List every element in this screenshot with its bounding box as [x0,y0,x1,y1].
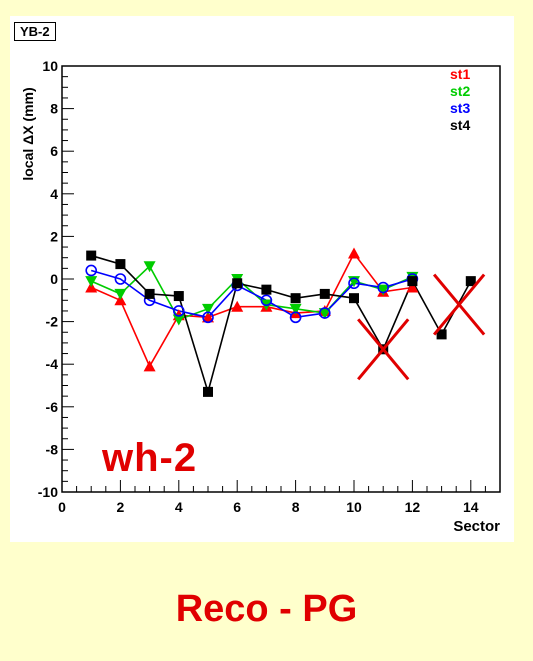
data-point-st2 [143,261,156,273]
slide-caption: Reco - PG [175,588,358,630]
x-tick-label: 14 [463,499,479,515]
data-point-st4 [261,284,272,295]
plot-panel: -10 -8 -6 -4 -2 0 2 4 6 8 10 0 2 4 6 8 10 12 14 YB-2 local… [10,16,514,542]
y-tick-label: -2 [46,314,59,330]
data-point-st2 [85,276,98,288]
data-point-st1 [231,300,244,312]
data-point-st2 [289,303,302,315]
chart-svg: -10 -8 -6 -4 -2 0 2 4 6 8 10 0 2 4 6 8 10 12 14 [38,58,501,515]
data-point-st4 [203,386,213,397]
data-point-st2 [377,284,390,296]
data-point-st1 [348,247,360,259]
x-tick-label: 12 [405,499,421,515]
legend-entry-st2: st2 [450,83,471,99]
x-tick-label: 10 [346,499,362,515]
data-point-st2 [172,314,185,326]
y-tick-label: 4 [50,186,58,202]
y-axis-label: local ΔX (mm) [20,87,36,181]
data-point-st3 [173,305,185,317]
data-point-st4 [173,291,184,302]
y-tick-label: 2 [50,228,58,244]
x-axis-label: Sector [453,518,500,535]
data-point-st4 [144,288,155,299]
x-tick-label: 4 [175,499,183,515]
data-point-st4 [349,293,359,304]
y-tick-label: 0 [50,271,58,287]
legend-entry-st1: st1 [450,66,471,82]
data-point-st3 [202,311,214,324]
y-tick-label: 8 [50,101,58,117]
y-tick-label: 10 [42,58,58,74]
data-point-st3 [289,311,302,324]
wheel-annotation: wh-2 [102,436,198,480]
data-point-st2 [318,308,331,320]
data-point-st4 [407,276,418,287]
series-line-st1 [90,251,413,369]
data-point-st1 [406,281,419,293]
exclusion-cross [432,273,486,336]
data-point-st3 [348,277,360,290]
y-tick-label: -10 [38,484,58,500]
legend-entry-st4: st4 [450,117,471,133]
data-point-st1 [143,360,156,372]
data-point-st1 [202,311,214,323]
data-point-st3 [85,264,97,277]
data-point-st4 [436,329,447,340]
data-point-st4 [232,278,243,289]
data-point-st3 [260,294,273,307]
y-tick-label: 6 [50,143,58,159]
x-tick-label: 6 [233,499,241,515]
data-point-st3 [114,273,127,285]
y-tick-label: -8 [46,441,59,457]
x-tick-label: 0 [58,499,66,515]
x-tick-label: 2 [117,499,125,515]
plot-frame [61,65,501,493]
data-point-st4 [115,259,126,270]
data-point-st3 [318,307,331,319]
exclusion-cross [357,318,410,381]
y-tick-label: -6 [46,399,59,415]
series-line-st3 [90,269,413,319]
data-point-st4 [86,250,97,261]
chart-title: YB-2 [14,22,56,41]
legend: st1 st2 st3 st4 [450,66,470,134]
data-point-st2 [202,303,214,315]
data-point-st4 [319,288,330,299]
data-point-st3 [377,281,390,294]
data-point-st2 [114,288,127,300]
y-tick-label: -4 [46,356,59,372]
data-point-st4 [465,276,476,287]
legend-entry-st3: st3 [450,100,471,116]
data-point-st4 [290,293,301,304]
x-tick-label: 8 [292,499,300,515]
